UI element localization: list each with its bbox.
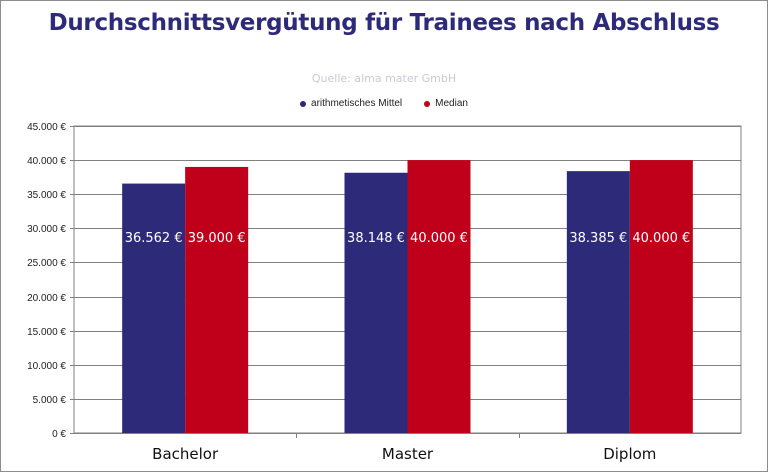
- y-tick-label: 0 €: [52, 429, 66, 440]
- y-tick-label: 10.000 €: [27, 361, 66, 372]
- bar: [566, 171, 630, 433]
- chart-title: Durchschnittsvergütung für Trainees nach…: [48, 10, 720, 36]
- data-label: 36.562 €: [125, 231, 183, 246]
- x-tick-label: Master: [382, 445, 434, 463]
- data-label: 38.148 €: [347, 231, 405, 246]
- y-tick-label: 25.000 €: [27, 258, 66, 269]
- data-label: 40.000 €: [410, 231, 468, 246]
- bar: [185, 166, 249, 433]
- bar: [344, 172, 408, 434]
- bar: [122, 183, 186, 433]
- x-tick-label: Diplom: [603, 445, 656, 463]
- bar: [629, 160, 693, 433]
- chart-subtitle: Quelle: alma mater GmbH: [311, 72, 457, 85]
- y-tick-label: 15.000 €: [27, 327, 66, 338]
- chart-legend: arithmetisches Mittel Median: [0, 98, 768, 109]
- legend-swatch-mean: [300, 100, 307, 107]
- x-tick-label: Bachelor: [152, 445, 219, 463]
- y-tick-label: 40.000 €: [27, 156, 66, 167]
- y-tick-label: 35.000 €: [27, 190, 66, 201]
- legend-item-mean: arithmetisches Mittel: [300, 98, 402, 109]
- y-tick-label: 45.000 €: [27, 122, 66, 133]
- y-tick-label: 30.000 €: [27, 224, 66, 235]
- data-label: 39.000 €: [188, 231, 246, 246]
- data-label: 38.385 €: [569, 231, 627, 246]
- legend-item-median: Median: [424, 98, 468, 109]
- legend-swatch-median: [424, 100, 431, 107]
- bar: [407, 160, 471, 433]
- data-label: 40.000 €: [632, 231, 690, 246]
- legend-label-mean: arithmetisches Mittel: [311, 98, 403, 109]
- y-tick-label: 20.000 €: [27, 293, 66, 304]
- legend-label-median: Median: [435, 98, 468, 109]
- y-tick-label: 5.000 €: [33, 395, 67, 406]
